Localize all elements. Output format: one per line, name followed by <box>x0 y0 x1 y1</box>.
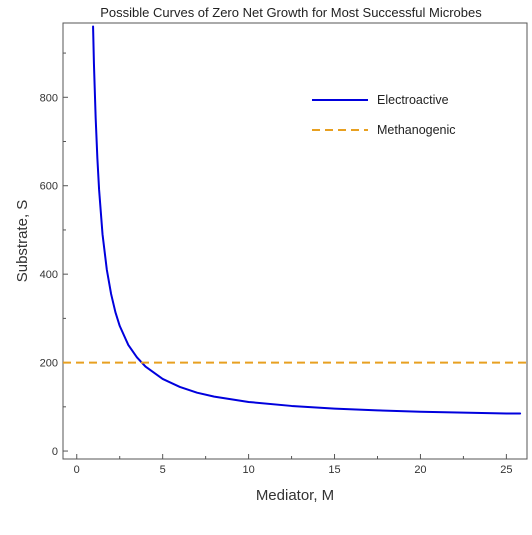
x-tick-label: 25 <box>500 464 512 476</box>
legend-label-methanogenic: Methanogenic <box>377 123 456 137</box>
x-tick-label: 5 <box>160 464 166 476</box>
x-tick-label: 15 <box>328 464 340 476</box>
axis-ticks: 0 5 10 15 20 25 0 200 400 600 800 <box>40 52 513 476</box>
x-tick-label: 20 <box>414 464 426 476</box>
y-tick-label: 800 <box>40 92 58 104</box>
y-tick-label: 400 <box>40 269 58 281</box>
y-tick-label: 600 <box>40 181 58 193</box>
y-axis-label: Substrate, S <box>14 200 31 283</box>
legend: Electroactive Methanogenic <box>312 93 456 137</box>
series-line-electroactive <box>92 25 522 415</box>
legend-label-electroactive: Electroactive <box>377 93 449 107</box>
x-tick-label: 10 <box>242 464 254 476</box>
x-tick-label: 0 <box>74 464 80 476</box>
plot-frame <box>62 22 528 460</box>
x-axis-label: Mediator, M <box>256 487 334 504</box>
y-tick-label: 0 <box>52 446 58 458</box>
y-tick-label: 200 <box>40 358 58 370</box>
chart-title: Possible Curves of Zero Net Growth for M… <box>100 5 482 20</box>
series-layer <box>63 25 527 415</box>
